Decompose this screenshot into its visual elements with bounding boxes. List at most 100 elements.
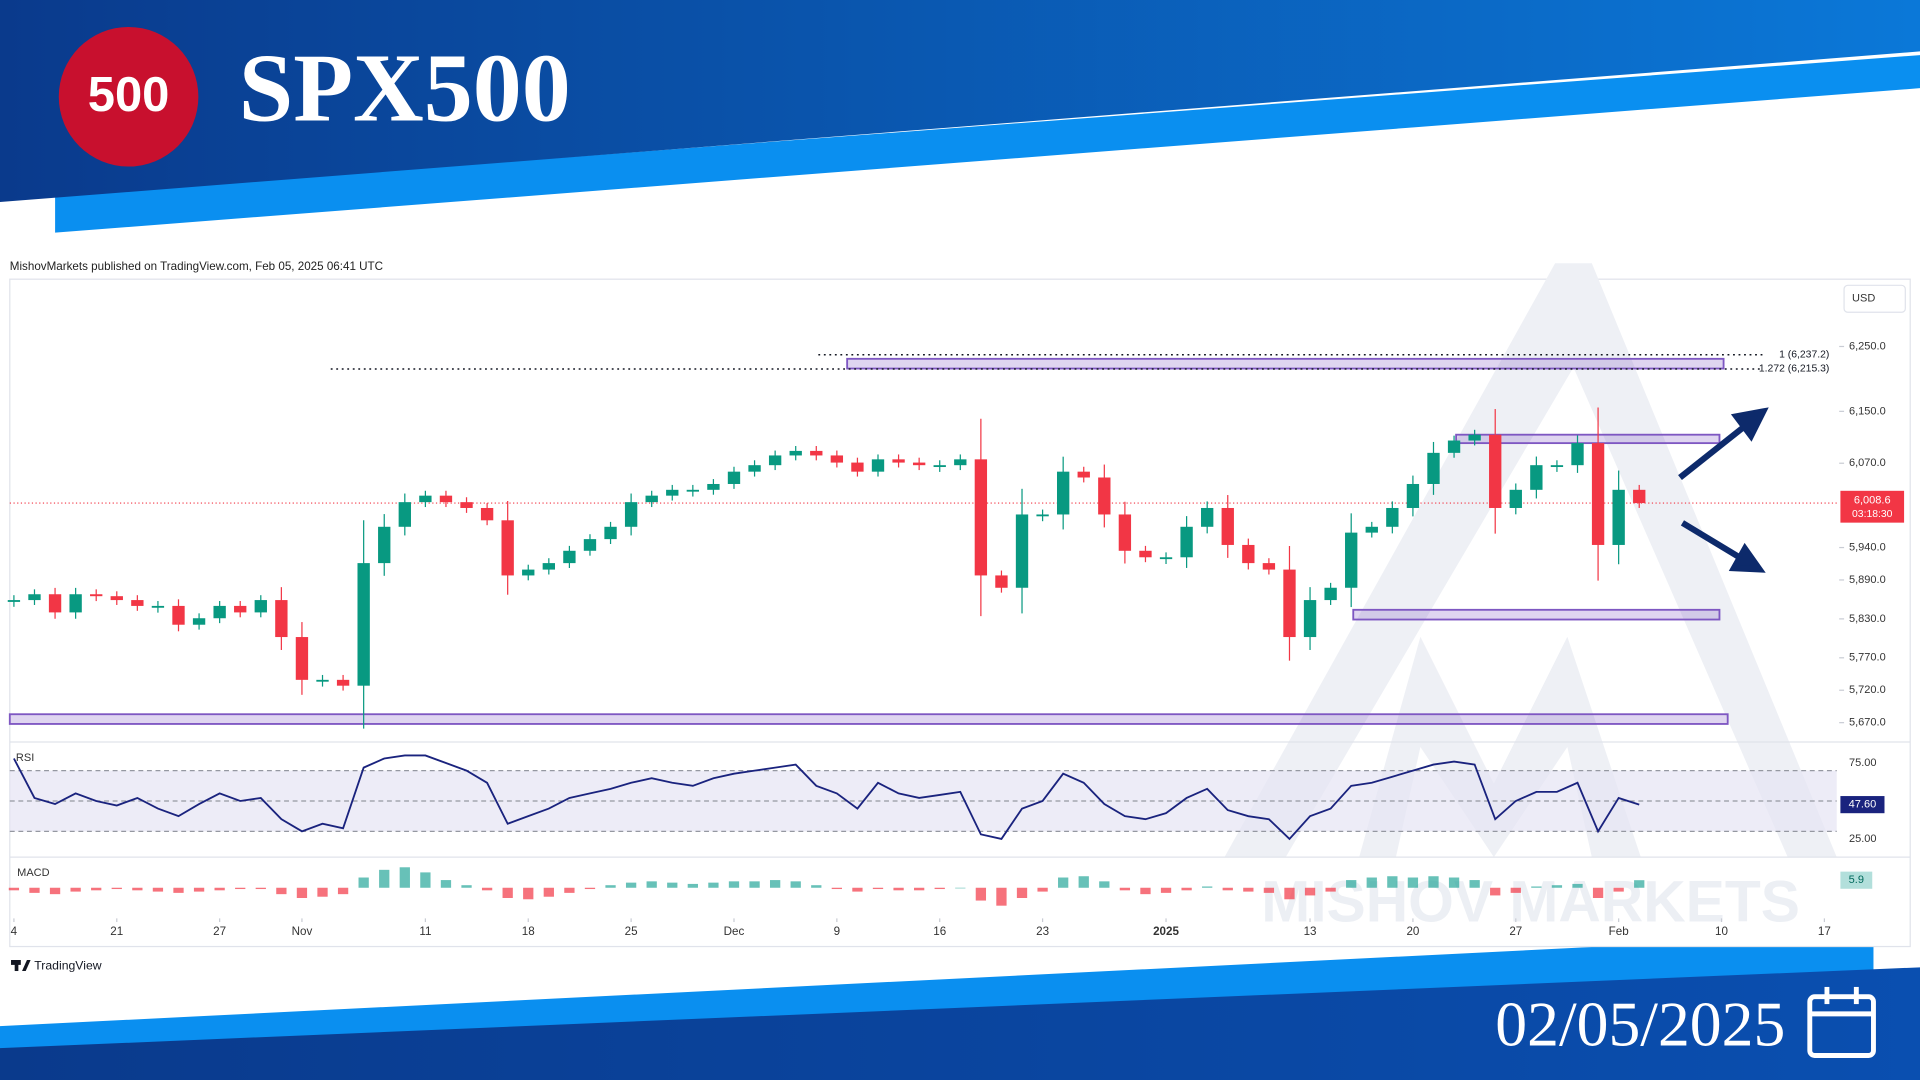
candle [1489, 434, 1502, 508]
candle [933, 465, 946, 468]
candle [275, 600, 288, 638]
macd-bar [132, 887, 143, 891]
candle [69, 594, 82, 613]
candle [501, 520, 514, 576]
candle [419, 495, 432, 503]
candle [48, 594, 62, 613]
candle [1591, 443, 1605, 545]
y-tick-label: 5,890.0 [1849, 574, 1886, 586]
footer-band [0, 967, 1920, 1080]
macd-bar [955, 887, 966, 889]
candle [768, 455, 782, 466]
macd-bar [1428, 876, 1439, 888]
macd-bar [1099, 881, 1110, 888]
macd-bar [1366, 877, 1377, 888]
candle [912, 462, 926, 466]
candle [336, 679, 350, 686]
x-tick-label: 2025 [1153, 925, 1179, 938]
candle [1365, 526, 1378, 533]
zone [1352, 608, 1721, 621]
candle [1015, 514, 1029, 588]
header-stripe [55, 55, 1920, 233]
y-tick-label: 5,770.0 [1849, 652, 1886, 664]
header-band [0, 0, 1920, 203]
macd-bar [1448, 877, 1460, 888]
tradingview-logo [11, 960, 31, 972]
x-tick-label: 13 [1304, 925, 1317, 938]
attribution: MishovMarkets published on TradingView.c… [10, 260, 383, 273]
candle [192, 618, 206, 625]
candle [727, 471, 741, 484]
macd-bar [379, 869, 390, 888]
candle [131, 600, 144, 606]
x-tick-label: 11 [419, 925, 431, 938]
macd-bar [769, 880, 781, 888]
macd-bar [687, 883, 698, 888]
y-tick-label: 5,940.0 [1849, 541, 1886, 553]
candle [1571, 443, 1584, 466]
macd-bar [152, 887, 164, 892]
macd-bar [70, 887, 81, 892]
candle [1036, 514, 1049, 517]
candle [892, 459, 905, 463]
macd-bar [29, 887, 40, 893]
candle [1118, 514, 1132, 551]
macd-bar [646, 881, 657, 888]
candle [1612, 489, 1625, 545]
y-tick-label: 5,830.0 [1849, 613, 1886, 625]
logo-text: 500 [88, 68, 170, 122]
currency: USD [1852, 293, 1875, 305]
macd-bar [1346, 880, 1357, 888]
candle [1262, 563, 1276, 570]
x-tick-label: 9 [834, 925, 840, 938]
candle [234, 605, 247, 613]
macd-bar [193, 887, 205, 892]
macd-bar [337, 887, 349, 895]
candle [830, 455, 844, 463]
x-tick-label: 20 [1406, 925, 1419, 938]
fib-label: 1 (6,237.2) [1779, 350, 1829, 361]
candle [1633, 489, 1646, 504]
macd-bar [440, 880, 452, 888]
macd-bar [1634, 880, 1645, 888]
macd-bar [1325, 887, 1336, 892]
x-tick-label: 27 [1509, 925, 1522, 938]
candle [563, 550, 576, 564]
title: SPX500 [239, 34, 571, 142]
candle [1056, 471, 1070, 515]
macd-bar [1572, 883, 1583, 888]
macd-bar [811, 885, 822, 888]
macd-label: MACD [17, 867, 49, 879]
macd-bar [481, 887, 493, 891]
candle [1159, 557, 1173, 560]
macd-bar [1510, 887, 1521, 893]
candle [954, 459, 967, 466]
macd-bar [502, 887, 513, 898]
candle [1447, 440, 1461, 453]
macd-bar [461, 885, 472, 888]
macd-bar [1284, 887, 1295, 900]
macd-bar [358, 877, 369, 888]
macd-bar [420, 872, 431, 888]
plot: 6,250.0 6,150.0 6,070.0 5,940.0 5,890.0 5,830… [7, 340, 1905, 938]
candle [7, 600, 21, 602]
x-tick-label: 10 [1715, 925, 1728, 938]
x-tick-label: 25 [625, 925, 638, 938]
candle [90, 594, 103, 597]
y-tick-label: 25.00 [1849, 833, 1877, 845]
macd-bar [1304, 887, 1316, 896]
candle [542, 563, 555, 570]
candle [871, 459, 885, 472]
macd-bar [1078, 876, 1089, 888]
currency-box [1843, 284, 1906, 313]
rsi-label: RSI [16, 752, 34, 764]
macd-bar [914, 887, 925, 891]
x-tick-label: 16 [933, 925, 946, 938]
zone [1455, 433, 1721, 445]
candle [707, 483, 720, 490]
rsi-value-label: 47.60 [1849, 799, 1877, 811]
macd-bar [667, 882, 678, 888]
x-tick-label: 27 [213, 925, 226, 938]
y-tick-label: 6,070.0 [1849, 457, 1886, 469]
